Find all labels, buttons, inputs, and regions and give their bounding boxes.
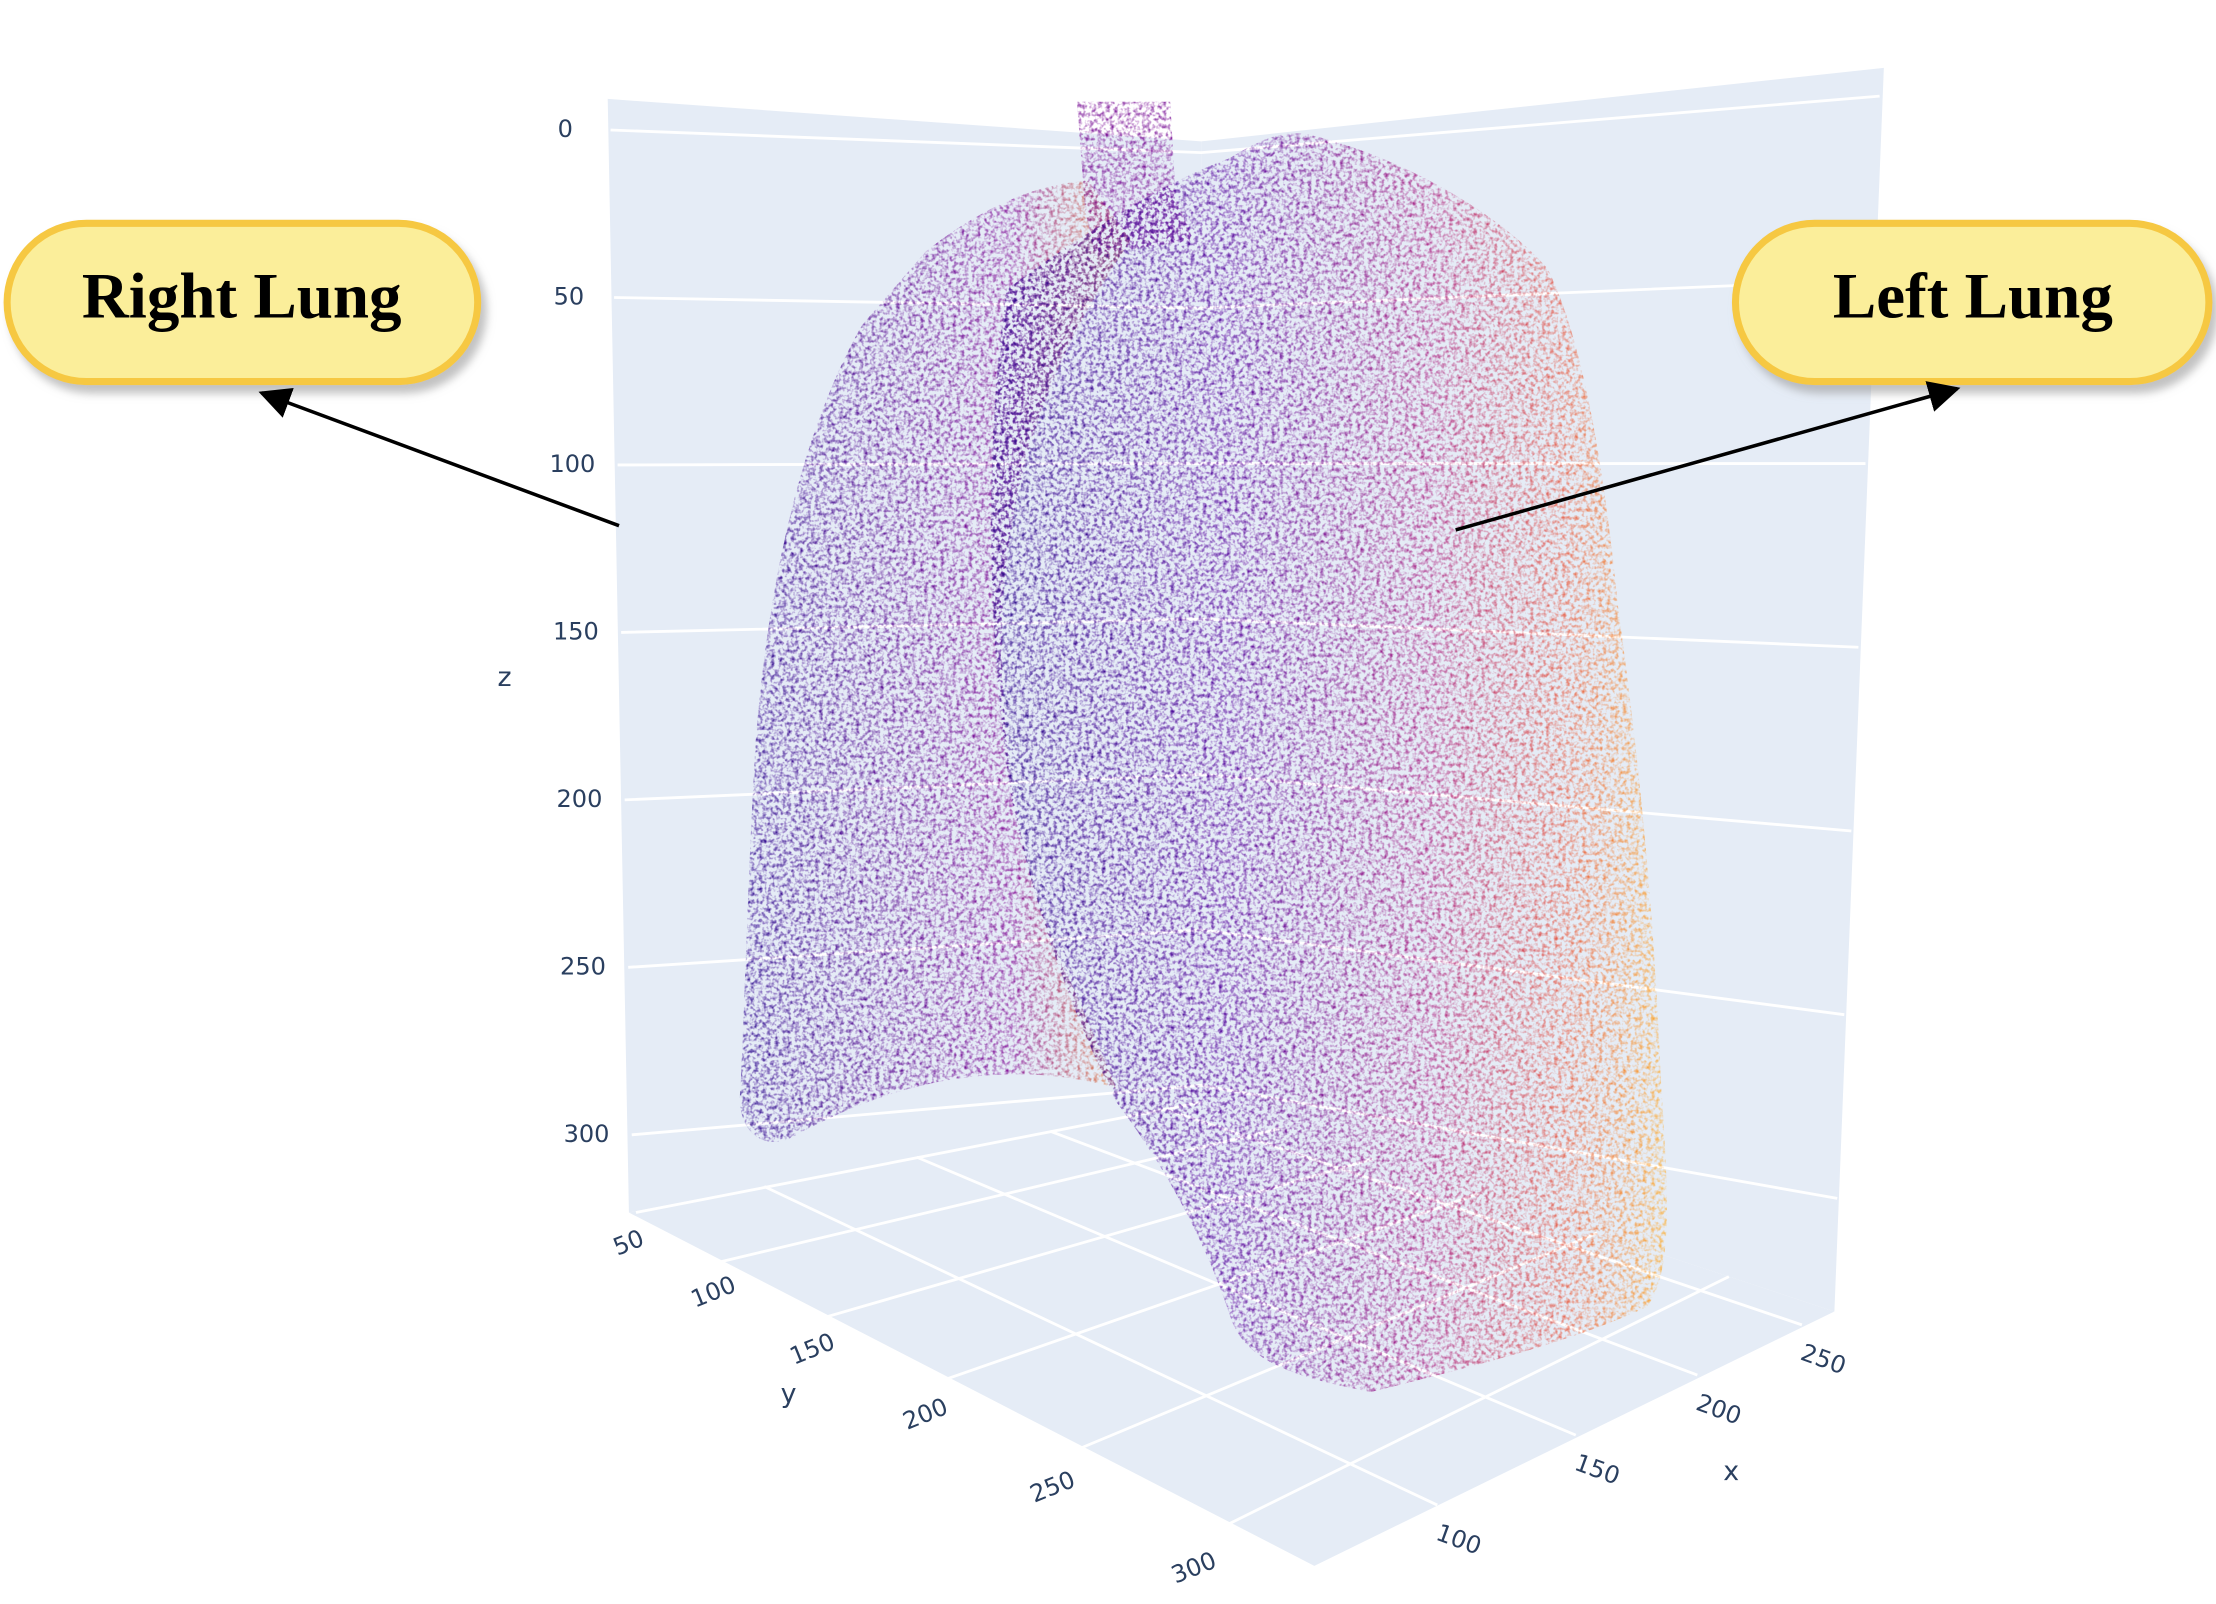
point-cloud [739, 101, 1667, 1393]
left-lung [991, 133, 1667, 1393]
z-tick-label: 200 [557, 785, 603, 813]
annotation-label: Left Lung [1833, 260, 2113, 332]
x-grid-line [763, 1185, 1438, 1507]
x-axis-title: x [1723, 1456, 1739, 1487]
annotation-label: Right Lung [82, 260, 402, 332]
x-tick-label: 250 [1797, 1338, 1850, 1380]
x-tick-label: 100 [1432, 1518, 1485, 1560]
z-tick-label: 50 [554, 282, 585, 310]
y-grid-line [1200, 1275, 1730, 1539]
annotation-arrow [1455, 381, 1961, 532]
z-tick-label: 150 [553, 617, 599, 645]
annotations: Right Lung Left Lung [3, 219, 2213, 532]
y-tick-label: 250 [1026, 1465, 1079, 1508]
z-tick-label: 100 [549, 450, 595, 478]
z-tick-label: 250 [560, 952, 606, 980]
annotation-arrow [258, 387, 620, 528]
z-axis-title: z [498, 662, 512, 693]
y-tick-label: 50 [609, 1224, 648, 1261]
x-tick-label: 200 [1693, 1388, 1746, 1430]
z-tick-label: 300 [564, 1120, 610, 1148]
y-axis-title: y [781, 1378, 797, 1409]
z-tick-label: 0 [558, 115, 573, 143]
z-grid-line [610, 94, 1880, 155]
annotation-box [1731, 219, 2213, 386]
y-tick-label: 100 [687, 1270, 740, 1313]
annotation-box [3, 219, 482, 386]
y-tick-label: 200 [899, 1392, 952, 1435]
y-tick-label: 300 [1167, 1546, 1220, 1589]
x-tick-label: 150 [1571, 1449, 1624, 1491]
y-tick-label: 150 [786, 1327, 839, 1370]
